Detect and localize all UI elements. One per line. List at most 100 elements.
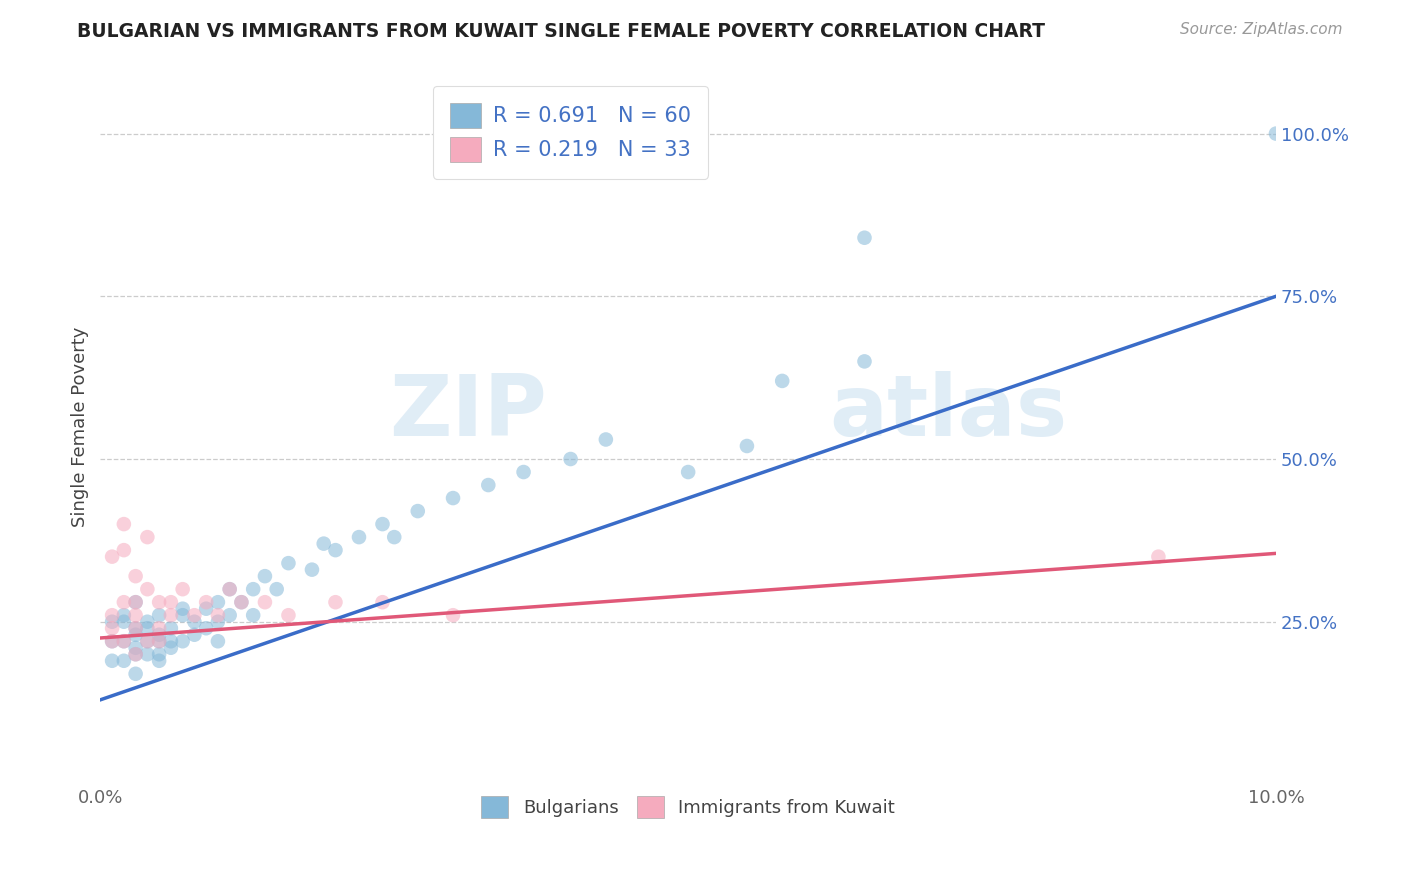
Point: [371, 517, 394, 532]
Point: [112, 543, 135, 558]
Point: [172, 601, 194, 615]
Point: [101, 549, 124, 564]
Point: [676, 465, 699, 479]
Point: [124, 569, 146, 583]
Point: [124, 608, 146, 623]
Point: [124, 621, 146, 635]
Point: [148, 621, 170, 635]
Point: [253, 595, 276, 609]
Point: [112, 615, 135, 629]
Point: [231, 595, 253, 609]
Point: [124, 647, 146, 661]
Point: [148, 654, 170, 668]
Point: [218, 582, 240, 597]
Point: [477, 478, 499, 492]
Point: [112, 634, 135, 648]
Point: [148, 608, 170, 623]
Point: [136, 621, 159, 635]
Point: [124, 640, 146, 655]
Point: [207, 595, 229, 609]
Point: [195, 621, 218, 635]
Point: [512, 465, 534, 479]
Point: [231, 595, 253, 609]
Point: [148, 628, 170, 642]
Point: [124, 595, 146, 609]
Point: [160, 595, 183, 609]
Point: [148, 634, 170, 648]
Point: [195, 595, 218, 609]
Point: [207, 634, 229, 648]
Point: [183, 608, 205, 623]
Point: [112, 654, 135, 668]
Point: [160, 634, 183, 648]
Point: [301, 563, 323, 577]
Point: [253, 569, 276, 583]
Point: [207, 608, 229, 623]
Point: [242, 582, 264, 597]
Point: [560, 452, 582, 467]
Point: [101, 615, 124, 629]
Point: [441, 491, 464, 505]
Point: [347, 530, 370, 544]
Point: [266, 582, 288, 597]
Point: [136, 530, 159, 544]
Point: [101, 654, 124, 668]
Point: [124, 628, 146, 642]
Point: [735, 439, 758, 453]
Point: [441, 608, 464, 623]
Point: [124, 666, 146, 681]
Point: [172, 582, 194, 597]
Text: Source: ZipAtlas.com: Source: ZipAtlas.com: [1180, 22, 1343, 37]
Point: [160, 640, 183, 655]
Point: [218, 582, 240, 597]
Point: [136, 582, 159, 597]
Point: [371, 595, 394, 609]
Point: [160, 608, 183, 623]
Point: [148, 647, 170, 661]
Point: [112, 634, 135, 648]
Point: [242, 608, 264, 623]
Point: [124, 647, 146, 661]
Point: [325, 543, 347, 558]
Point: [136, 634, 159, 648]
Text: BULGARIAN VS IMMIGRANTS FROM KUWAIT SINGLE FEMALE POVERTY CORRELATION CHART: BULGARIAN VS IMMIGRANTS FROM KUWAIT SING…: [77, 22, 1045, 41]
Point: [101, 608, 124, 623]
Point: [160, 621, 183, 635]
Point: [195, 601, 218, 615]
Point: [183, 628, 205, 642]
Point: [136, 634, 159, 648]
Point: [382, 530, 405, 544]
Point: [101, 621, 124, 635]
Text: atlas: atlas: [830, 371, 1067, 454]
Point: [136, 647, 159, 661]
Y-axis label: Single Female Poverty: Single Female Poverty: [72, 326, 89, 526]
Point: [183, 615, 205, 629]
Point: [277, 556, 299, 570]
Point: [148, 595, 170, 609]
Point: [172, 634, 194, 648]
Point: [112, 608, 135, 623]
Point: [312, 536, 335, 550]
Point: [124, 595, 146, 609]
Point: [1265, 127, 1288, 141]
Point: [172, 608, 194, 623]
Point: [277, 608, 299, 623]
Point: [136, 615, 159, 629]
Point: [207, 615, 229, 629]
Point: [1147, 549, 1170, 564]
Text: ZIP: ZIP: [389, 371, 547, 454]
Point: [148, 634, 170, 648]
Point: [101, 634, 124, 648]
Point: [325, 595, 347, 609]
Point: [770, 374, 793, 388]
Point: [595, 433, 617, 447]
Point: [853, 354, 876, 368]
Point: [112, 517, 135, 532]
Point: [406, 504, 429, 518]
Point: [218, 608, 240, 623]
Point: [112, 595, 135, 609]
Point: [124, 621, 146, 635]
Point: [101, 634, 124, 648]
Point: [853, 231, 876, 245]
Legend: Bulgarians, Immigrants from Kuwait: Bulgarians, Immigrants from Kuwait: [474, 789, 903, 825]
